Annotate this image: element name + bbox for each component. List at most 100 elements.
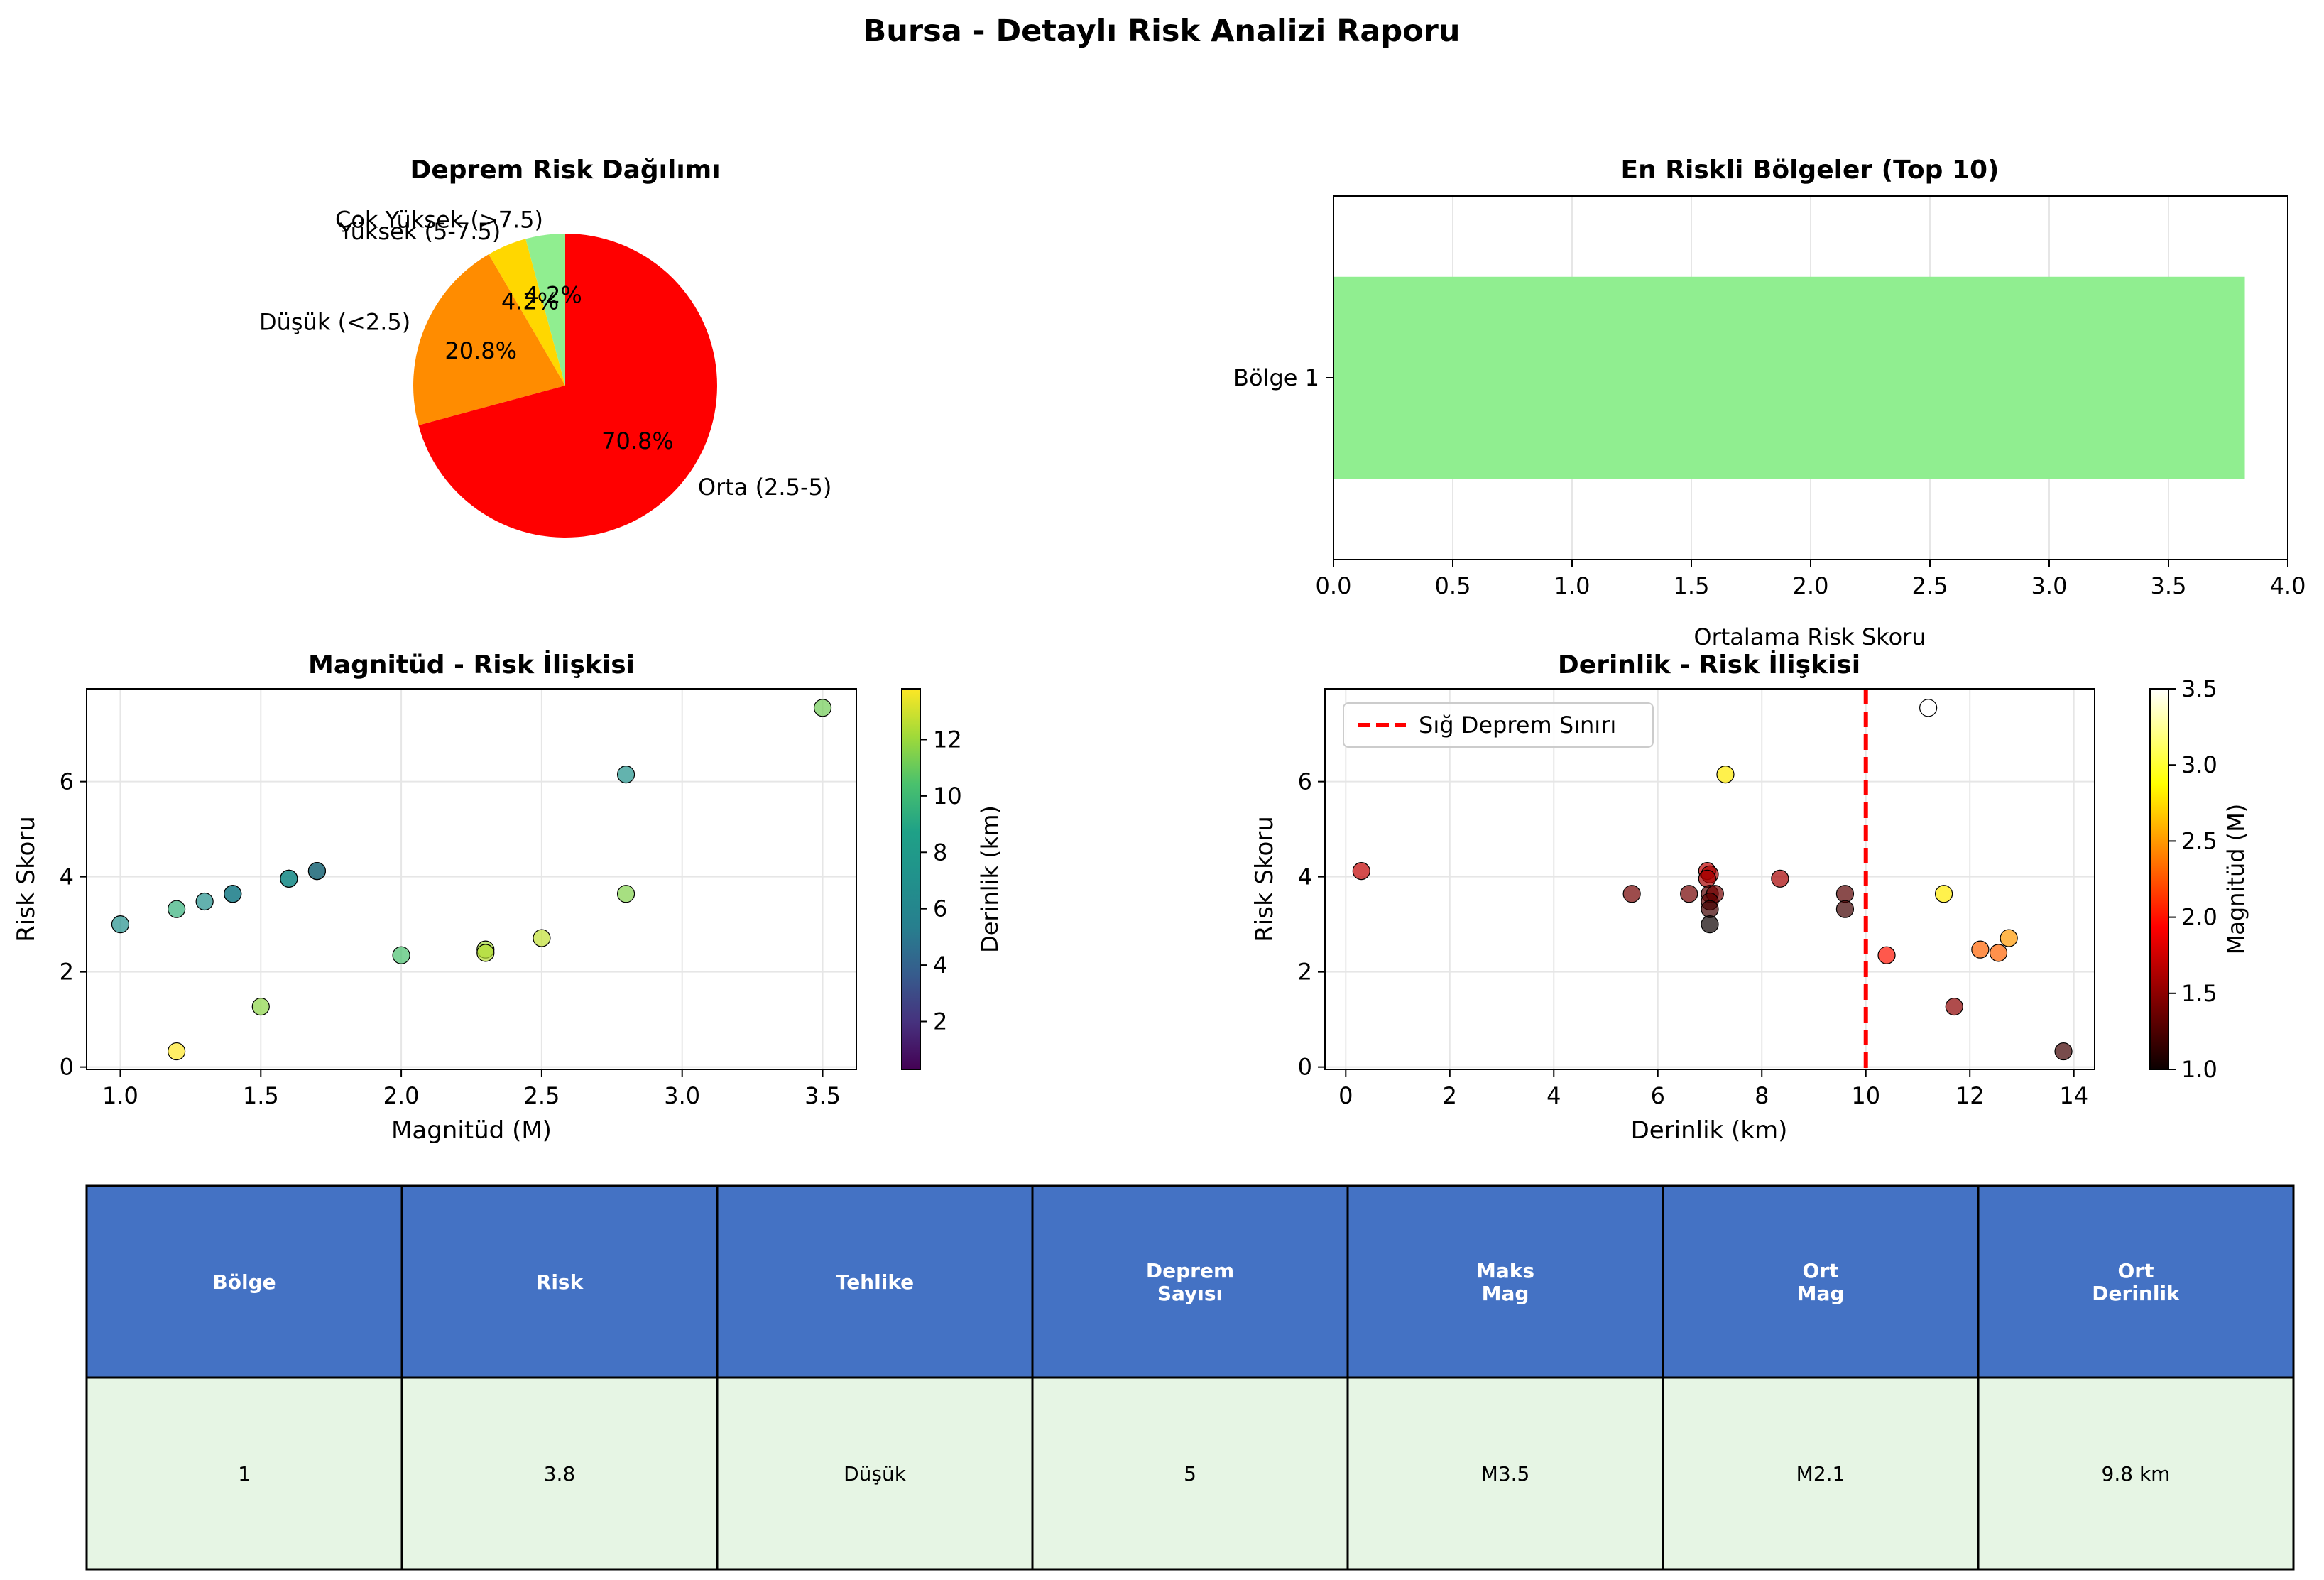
pie-slice-2 bbox=[489, 239, 565, 386]
scatter2-plot-frame bbox=[1324, 688, 2095, 1070]
x-tick-label: 1.0 bbox=[102, 1082, 138, 1109]
x-tick-label: 8 bbox=[1755, 1082, 1769, 1109]
scatter-point bbox=[1701, 900, 1719, 918]
x-tick-label: 1.5 bbox=[243, 1082, 279, 1109]
pie-slice-1 bbox=[525, 234, 565, 386]
bar-x-tick-label: 4.0 bbox=[2270, 572, 2306, 599]
scatter-point bbox=[616, 765, 635, 784]
scatter-point bbox=[2000, 929, 2018, 947]
colorbar-tick-label: 6 bbox=[933, 895, 947, 922]
scatter-point bbox=[1934, 885, 1953, 903]
colorbar-tick-label: 4 bbox=[933, 952, 947, 979]
scatter-point bbox=[1919, 699, 1938, 717]
table-cell-text: M2.1 bbox=[1796, 1462, 1845, 1486]
pie-slice-4 bbox=[418, 234, 717, 538]
x-tick-label: 2 bbox=[1443, 1082, 1457, 1109]
scatter2-colorbar-ticks: 1.0 1.5 2.0 2.5 3.0 3.5 bbox=[2168, 675, 2217, 1083]
colorbar-tick-label: 2.5 bbox=[2181, 827, 2217, 854]
scatter-point bbox=[1622, 885, 1641, 903]
x-tick-label: 2.0 bbox=[383, 1082, 420, 1109]
pie-slice-label: Düşük (<2.5) bbox=[259, 309, 410, 336]
colorbar-tick-label: 8 bbox=[933, 839, 947, 866]
table-body-cell bbox=[85, 1376, 403, 1571]
colorbar-tick-label: 10 bbox=[933, 783, 962, 810]
scatter2-axes: 0 2 4 6 8 10 12 14 0 2 4 6 bbox=[1298, 768, 2088, 1109]
pie-slice-label: Orta (2.5-5) bbox=[698, 474, 831, 501]
y-tick-label: 0 bbox=[1298, 1054, 1312, 1081]
table-header-cell bbox=[1031, 1184, 1349, 1379]
colorbar-tick-label: 2 bbox=[933, 1008, 947, 1035]
pie-labels: Çok Yüksek (>7.5) 4.2% Yüksek (5-7.5) 4.2% D… bbox=[259, 207, 831, 501]
scatter-point bbox=[616, 885, 635, 903]
scatter-point bbox=[1945, 997, 1963, 1016]
table-header-cell bbox=[1346, 1184, 1664, 1379]
table-header-cell bbox=[716, 1184, 1034, 1379]
table-cell-text: 5 bbox=[1184, 1462, 1196, 1486]
bar-title: En Riskli Bölgeler (Top 10) bbox=[1621, 156, 2000, 185]
legend-label: Sığ Deprem Sınırı bbox=[1419, 712, 1616, 739]
table-header-text: Ort bbox=[1803, 1259, 1839, 1282]
scatter-point bbox=[2054, 1042, 2073, 1061]
table-header-text: Ort bbox=[2118, 1259, 2154, 1282]
bar-chart-panel: En Riskli Bölgeler (Top 10) 0.0 0.5 1.0 1.5… bbox=[1233, 156, 2306, 650]
table-header-text: Bölge bbox=[212, 1270, 276, 1294]
scatter1-title: Magnitüd - Risk İlişkisi bbox=[308, 650, 635, 680]
scatter-point bbox=[1835, 900, 1855, 918]
pie-percent-label: 70.8% bbox=[601, 427, 674, 454]
x-tick-label: 12 bbox=[1955, 1082, 1985, 1109]
scatter1-axes: 1.0 1.5 2.0 2.5 3.0 3.5 0 2 4 6 bbox=[60, 768, 841, 1109]
y-tick-label: 6 bbox=[1298, 768, 1312, 795]
table-header-text: Risk bbox=[536, 1270, 584, 1294]
scatter2-points bbox=[1352, 699, 2073, 1061]
bar-x-tick-label: 3.5 bbox=[2151, 572, 2187, 599]
scatter-point bbox=[251, 997, 270, 1016]
table-header-text: Derinlik bbox=[2092, 1282, 2181, 1305]
colorbar-tick-label: 1.0 bbox=[2181, 1056, 2217, 1083]
bar-x-tick-label: 3.0 bbox=[2031, 572, 2068, 599]
pie-percent-label: 20.8% bbox=[444, 337, 517, 364]
table-cell-text: 9.8 km bbox=[2102, 1462, 2171, 1486]
scatter-point bbox=[224, 885, 242, 903]
scatter1-x-axis-label: Magnitüd (M) bbox=[391, 1116, 552, 1145]
scatter-point bbox=[813, 699, 832, 717]
x-tick-label: 2.5 bbox=[523, 1082, 560, 1109]
pie-slices bbox=[413, 234, 717, 538]
scatter-point bbox=[1971, 940, 1990, 959]
pie-slice-label: Çok Yüksek (>7.5) bbox=[335, 207, 543, 234]
colorbar-tick-label: 12 bbox=[933, 726, 962, 753]
x-tick-label: 6 bbox=[1651, 1082, 1665, 1109]
scatter-point bbox=[1771, 869, 1789, 888]
colorbar-tick-label: 2.0 bbox=[2181, 904, 2217, 931]
table-header-text: Maks bbox=[1476, 1259, 1534, 1282]
pie-percent-label: 4.2% bbox=[524, 282, 582, 309]
table-cell-text: 1 bbox=[238, 1462, 251, 1486]
table-cell-text: Düşük bbox=[844, 1462, 907, 1486]
scatter-point bbox=[1352, 862, 1370, 881]
scatter-point bbox=[167, 900, 186, 918]
table-header-cell bbox=[1977, 1184, 2295, 1379]
pie-percent-label: 4.2% bbox=[501, 288, 559, 315]
x-tick-label: 14 bbox=[2059, 1082, 2088, 1109]
table-body-cell bbox=[400, 1376, 719, 1571]
scatter1-colorbar-ticks: 2 4 6 8 10 12 bbox=[920, 726, 962, 1035]
colorbar-tick-label: 3.5 bbox=[2181, 675, 2217, 702]
x-tick-label: 0 bbox=[1338, 1082, 1353, 1109]
colorbar-tick-label: 3.0 bbox=[2181, 751, 2217, 778]
y-tick-label: 6 bbox=[60, 768, 74, 795]
table-body-cell bbox=[1662, 1376, 1980, 1571]
bar-x-tick-label: 1.5 bbox=[1674, 572, 1710, 599]
depth-risk-scatter-panel: Derinlik - Risk İlişkisi 0 2 4 6 8 10 12 14 0 2 4 6… bbox=[1250, 650, 2249, 1145]
bar-x-tick-label: 2.0 bbox=[1793, 572, 1829, 599]
y-tick-label: 4 bbox=[60, 863, 74, 890]
table-cell-text: M3.5 bbox=[1481, 1462, 1530, 1486]
bar-x-tick-label: 0.5 bbox=[1435, 572, 1471, 599]
scatter2-y-axis-label: Risk Skoru bbox=[1250, 816, 1279, 942]
scatter-point bbox=[1698, 869, 1716, 888]
scatter-point bbox=[195, 892, 214, 911]
scatter1-points bbox=[111, 699, 832, 1061]
table-cell-text: 3.8 bbox=[544, 1462, 576, 1486]
y-tick-label: 0 bbox=[60, 1054, 74, 1081]
scatter1-colorbar bbox=[901, 688, 921, 1070]
table-body-cell bbox=[1977, 1376, 2295, 1571]
scatter-point bbox=[307, 862, 327, 881]
